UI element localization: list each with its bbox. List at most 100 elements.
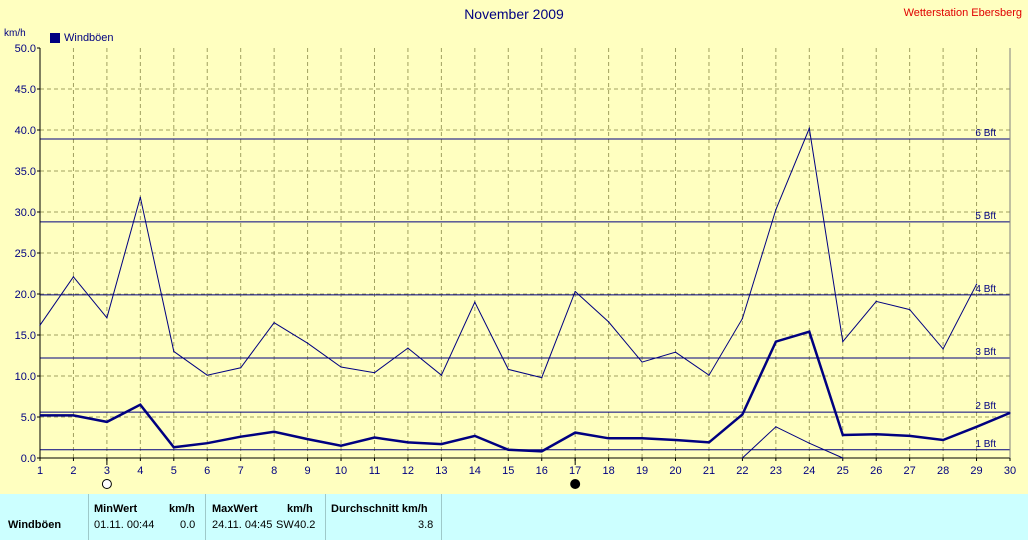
average-value: 3.8 — [418, 519, 434, 531]
data-point-average — [340, 445, 342, 447]
data-point-maximum — [909, 308, 911, 311]
series-line-minimum — [742, 426, 844, 459]
y-tick-label: 50.0 — [15, 43, 36, 55]
data-point-average — [106, 421, 108, 423]
header-average: Durchschnitt km/h — [331, 503, 428, 515]
stats-table: MinWert km/h MaxWert km/h Durchschnitt k… — [0, 494, 1028, 540]
x-tick-label: 20 — [669, 465, 681, 477]
data-point-maximum — [306, 342, 309, 344]
x-tick-label: 24 — [803, 465, 815, 477]
y-tick-label: 15.0 — [15, 330, 36, 342]
beaufort-label: 1 Bft — [975, 439, 996, 450]
x-tick-label: 11 — [369, 465, 380, 477]
x-tick-label: 8 — [271, 465, 277, 477]
max-direction: SW — [276, 519, 294, 531]
data-point-maximum — [139, 196, 141, 198]
data-point-maximum — [574, 290, 576, 293]
x-tick-label: 22 — [736, 465, 748, 477]
header-max-unit: km/h — [287, 503, 313, 515]
data-point-average — [674, 439, 677, 441]
data-point-average — [608, 437, 610, 439]
series-line-average — [40, 330, 1011, 453]
data-point-average — [875, 433, 877, 435]
data-point-maximum — [106, 317, 108, 319]
chart-title: November 2009 — [464, 6, 564, 22]
y-tick-label: 10.0 — [15, 371, 36, 383]
max-time: 24.11. 04:45 — [212, 519, 273, 531]
x-tick-label: 10 — [335, 465, 347, 477]
x-tick-label: 5 — [171, 465, 177, 477]
x-tick-label: 2 — [70, 465, 76, 477]
data-point-average — [72, 414, 75, 416]
column-divider — [325, 494, 326, 540]
data-point-average — [741, 413, 744, 416]
data-point-average — [373, 436, 376, 439]
data-point-maximum — [842, 340, 844, 343]
data-point-minimum — [741, 457, 744, 459]
data-point-average — [541, 450, 543, 453]
data-point-average — [173, 446, 175, 448]
data-point-maximum — [808, 127, 810, 129]
data-point-average — [975, 426, 978, 428]
data-point-average — [909, 435, 911, 437]
data-point-maximum — [608, 321, 610, 323]
data-point-maximum — [39, 324, 41, 326]
full-moon-icon — [101, 479, 112, 489]
x-tick-label: 14 — [469, 465, 481, 477]
beaufort-label: 3 Bft — [975, 347, 996, 358]
station-name: Wetterstation Ebersberg — [903, 7, 1022, 19]
data-point-maximum — [942, 348, 944, 350]
data-point-average — [574, 431, 576, 434]
data-point-average — [942, 439, 944, 441]
data-point-minimum — [808, 442, 810, 444]
data-point-maximum — [541, 377, 543, 379]
x-tick-label: 27 — [904, 465, 916, 477]
y-tick-label: 30.0 — [15, 207, 36, 219]
data-point-maximum — [875, 300, 877, 302]
data-point-average — [474, 435, 476, 437]
x-tick-label: 13 — [435, 465, 447, 477]
column-divider — [441, 494, 442, 540]
beaufort-label: 2 Bft — [975, 401, 996, 412]
data-point-maximum — [240, 367, 242, 369]
header-max: MaxWert — [212, 503, 258, 515]
header-min: MinWert — [94, 503, 138, 515]
data-point-maximum — [173, 350, 175, 352]
data-point-maximum — [674, 351, 677, 353]
data-point-maximum — [474, 301, 476, 303]
data-point-maximum — [775, 208, 777, 211]
legend-swatch — [50, 33, 60, 43]
x-tick-label: 29 — [970, 465, 982, 477]
data-point-average — [407, 441, 409, 444]
y-axis-unit: km/h — [4, 28, 26, 39]
max-value: 40.2 — [294, 519, 316, 531]
data-point-maximum — [507, 368, 509, 371]
data-point-maximum — [741, 318, 744, 320]
data-point-average — [273, 431, 275, 433]
data-point-average — [775, 340, 777, 343]
beaufort-label: 5 Bft — [975, 211, 996, 222]
data-point-maximum — [407, 347, 409, 349]
data-point-maximum — [72, 276, 75, 278]
data-point-average — [708, 441, 710, 444]
data-point-average — [641, 437, 643, 439]
y-tick-label: 25.0 — [15, 248, 36, 260]
data-point-maximum — [975, 283, 978, 285]
x-tick-label: 17 — [569, 465, 581, 477]
chart: 0.0 5.0 10.0 15.0 20.0 25.0 30.0 35.0 40.0 45.0 50… — [15, 43, 1016, 489]
min-time: 01.11. 00:44 — [94, 519, 155, 531]
data-point-average — [808, 331, 810, 333]
data-point-average — [440, 443, 442, 445]
data-point-minimum — [842, 457, 844, 459]
data-point-average — [306, 438, 309, 440]
data-point-average — [206, 442, 208, 444]
y-tick-label: 45.0 — [15, 84, 36, 96]
data-point-minimum — [775, 426, 777, 428]
x-tick-label: 6 — [204, 465, 210, 477]
x-tick-label: 30 — [1004, 465, 1016, 477]
data-point-maximum — [708, 374, 710, 376]
header-min-unit: km/h — [169, 503, 195, 515]
data-point-maximum — [641, 361, 643, 363]
data-point-average — [1009, 412, 1011, 414]
x-tick-label: 26 — [870, 465, 882, 477]
